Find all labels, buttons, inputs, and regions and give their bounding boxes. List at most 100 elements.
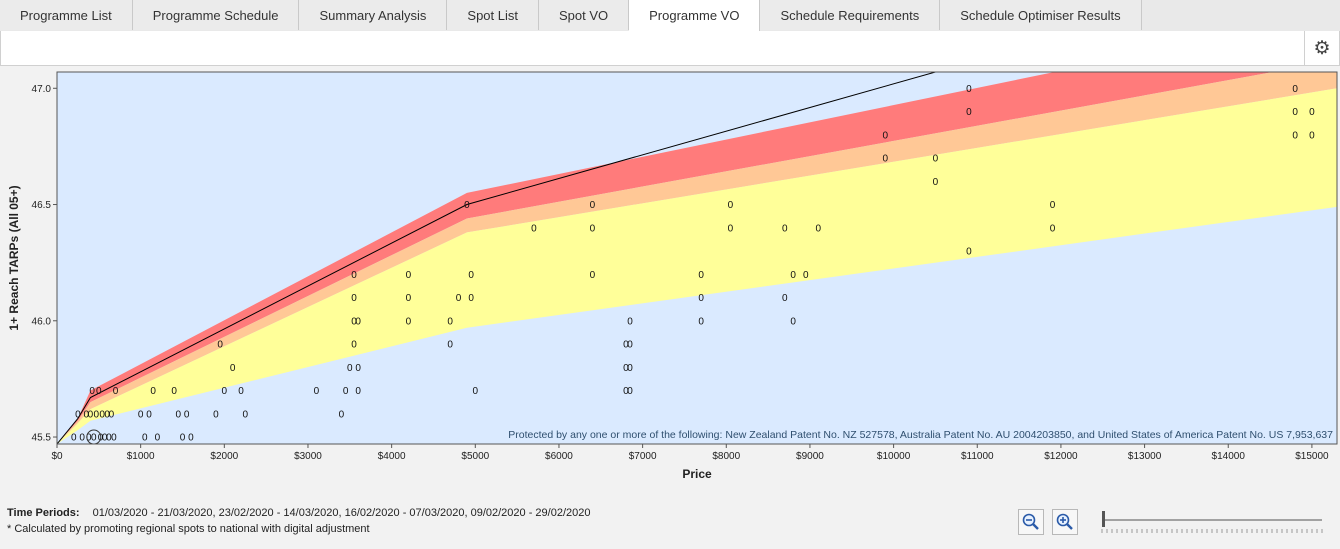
x-tick-label: $2000 [210, 451, 238, 462]
data-point: 0 [728, 200, 734, 211]
data-point: 0 [782, 293, 788, 304]
data-point: 0 [966, 84, 972, 95]
data-point: 0 [623, 386, 629, 397]
data-point: 0 [83, 409, 89, 420]
data-point: 0 [966, 107, 972, 118]
data-point: 0 [590, 270, 596, 281]
data-point: 0 [627, 363, 633, 374]
data-point: 0 [150, 386, 156, 397]
band-orange [57, 72, 1337, 444]
data-point: 0 [155, 433, 161, 444]
data-point: 0 [406, 316, 412, 327]
time-periods-label: Time Periods: [7, 507, 80, 519]
data-point: 0 [104, 409, 110, 420]
data-point: 0 [355, 316, 361, 327]
data-point: 0 [468, 293, 474, 304]
data-point: 0 [882, 154, 888, 165]
data-point: 0 [728, 223, 734, 234]
time-periods-value: 01/03/2020 - 21/03/2020, 23/02/2020 - 14… [92, 507, 591, 519]
data-point: 0 [238, 386, 244, 397]
x-tick-label: $3000 [294, 451, 322, 462]
data-point: 0 [1292, 107, 1298, 118]
slider-thumb[interactable] [1102, 511, 1105, 527]
data-point: 0 [176, 409, 182, 420]
data-point: 0 [882, 130, 888, 141]
data-point: 0 [347, 363, 353, 374]
data-point: 0 [351, 293, 357, 304]
data-point: 0 [79, 433, 85, 444]
data-point: 0 [343, 386, 349, 397]
footer: Time Periods: 01/03/2020 - 21/03/2020, 2… [0, 496, 1340, 549]
tab-programme-schedule[interactable]: Programme Schedule [132, 0, 300, 30]
data-point: 0 [91, 433, 97, 444]
data-point: 0 [1309, 107, 1315, 118]
data-point: 0 [184, 409, 190, 420]
data-point: 0 [242, 409, 248, 420]
x-tick-label: $9000 [796, 451, 824, 462]
data-point: 0 [966, 247, 972, 258]
footnote: * Calculated by promoting regional spots… [7, 523, 370, 535]
time-periods: Time Periods: 01/03/2020 - 21/03/2020, 2… [7, 507, 590, 519]
zoom-out-icon [1022, 513, 1039, 530]
x-tick-label: $12000 [1044, 451, 1078, 462]
data-point: 0 [1050, 223, 1056, 234]
data-point: 0 [790, 270, 796, 281]
data-point: 0 [355, 363, 361, 374]
data-point: 0 [590, 223, 596, 234]
data-point: 0 [351, 340, 357, 351]
tab-programme-list[interactable]: Programme List [0, 0, 133, 30]
data-point: 0 [113, 386, 119, 397]
data-point: 0 [627, 386, 633, 397]
x-axis-label: Price [682, 467, 712, 481]
data-point: 0 [96, 386, 102, 397]
patent-notice: Protected by any one or more of the foll… [508, 429, 1333, 441]
data-point: 0 [89, 386, 95, 397]
data-point: 0 [99, 409, 105, 420]
zoom-out-button[interactable] [1018, 509, 1044, 535]
data-point: 0 [464, 200, 470, 211]
data-point: 0 [447, 340, 453, 351]
x-tick-label: $15000 [1295, 451, 1329, 462]
y-tick-label: 46.0 [32, 316, 52, 327]
data-point: 0 [803, 270, 809, 281]
zoom-in-button[interactable] [1052, 509, 1078, 535]
plot-bands [57, 72, 1337, 444]
tab-spot-list[interactable]: Spot List [447, 0, 539, 30]
data-point: 0 [188, 433, 194, 444]
x-tick-label: $1000 [127, 451, 155, 462]
data-point: 0 [698, 316, 704, 327]
plot-border [56, 71, 1338, 445]
data-point: 0 [698, 270, 704, 281]
data-point: 0 [351, 270, 357, 281]
x-tick-label: $7000 [629, 451, 657, 462]
data-point: 0 [698, 293, 704, 304]
y-axis-label: 1+ Reach TARPs (All 05+) [7, 185, 21, 330]
x-tick-label: $4000 [378, 451, 406, 462]
tab-schedule-optimiser-results[interactable]: Schedule Optimiser Results [940, 0, 1142, 30]
data-point: 0 [623, 340, 629, 351]
reach-price-chart[interactable]: 0 0 0 0 0 0 0 0 0 0 0 0 0 0 0 0 0 0 0 0 0 0 0 0 0 0 0 0 0 0 0 0 0 0 0 0 0 0 0 0… [0, 66, 1340, 496]
data-point: 0 [142, 433, 148, 444]
data-point: 0 [75, 409, 81, 420]
data-point: 0 [213, 409, 219, 420]
data-point: 0 [355, 386, 361, 397]
zoom-in-icon [1056, 513, 1073, 530]
data-point: 0 [473, 386, 479, 397]
x-tick-label: $0 [51, 451, 63, 462]
gear-icon[interactable]: ⚙ [1304, 31, 1339, 65]
tab-programme-vo[interactable]: Programme VO [629, 0, 761, 32]
data-point: 0 [106, 433, 112, 444]
data-point: 0 [109, 409, 115, 420]
x-tick-label: $6000 [545, 451, 573, 462]
data-point: 0 [1309, 130, 1315, 141]
tab-spot-vo[interactable]: Spot VO [539, 0, 630, 30]
x-tick-label: $11000 [961, 451, 994, 462]
data-point: 0 [627, 316, 633, 327]
zoom-slider[interactable] [1098, 508, 1326, 536]
data-point: 0 [180, 433, 186, 444]
data-point: 0 [171, 386, 177, 397]
data-points: 0 0 0 0 0 0 0 0 0 0 0 0 0 0 0 0 0 0 0 0 0 0 0 0 0 0 0 0 0 0 0 0 0 0 0 0 0 0 0 0… [71, 84, 1315, 444]
tab-summary-analysis[interactable]: Summary Analysis [299, 0, 448, 30]
tab-schedule-requirements[interactable]: Schedule Requirements [760, 0, 941, 30]
data-point: 0 [782, 223, 788, 234]
